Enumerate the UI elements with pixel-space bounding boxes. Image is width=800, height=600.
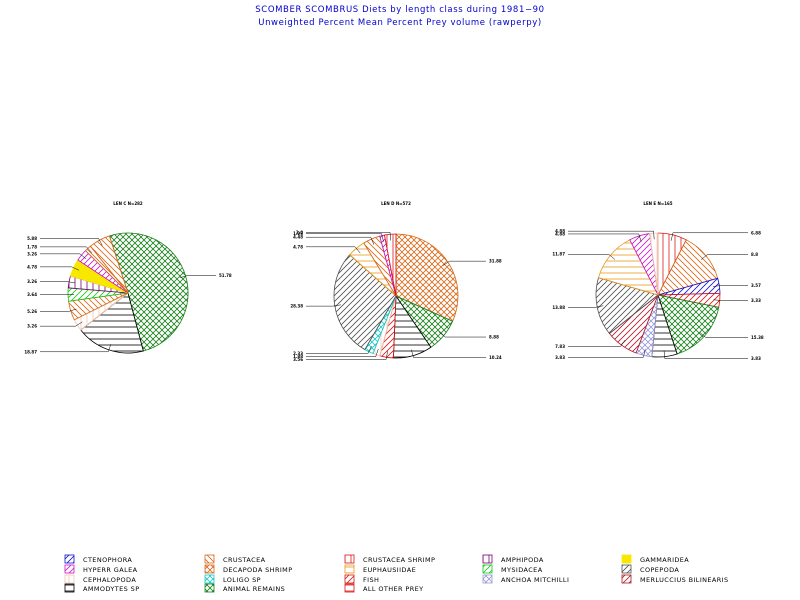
legend-label: CRUSTACEA [223,556,266,564]
slice-value-label: 15.38 [751,335,764,340]
legend-label: CTENOPHORA [83,556,132,564]
legend-item-cephalopoda: CEPHALOPODA [65,575,136,584]
slice-value-label: 8.8 [751,252,758,257]
legend-label: ALL OTHER PREY [363,585,424,593]
legend-swatch [345,555,354,563]
slice-value-label: 2.33 [293,351,303,356]
slice-value-label: 3.57 [751,283,761,288]
legend-item-ammodytes: AMMODYTES SP [65,584,140,593]
pie-title: LEN D N=572 [381,201,411,206]
pie-1: LEN C N=282 51.78 18.87 3.26 5.26 3.64 3.26 4.7… [24,201,232,354]
slice-value-label: 5.88 [27,236,37,241]
slice-value-label: 3.0 [296,230,303,235]
slice-value-label: 13.88 [552,305,565,310]
legend-label: AMMODYTES SP [83,585,140,593]
legend-item-decapoda: DECAPODA SHRIMP [205,565,293,574]
legend-item-crust_shrimp: CRUSTACEA SHRIMP [345,555,435,564]
legend-item-loligo: LOLIGO SP [205,575,261,584]
legend-label: AMPHIPODA [501,556,544,564]
legend-label: COPEPODA [640,566,679,574]
slice-value-label: 7.83 [555,344,565,349]
legend-item-anchoa: ANCHOA MITCHILLI [483,575,569,584]
slice-value-label: 8.88 [489,335,499,340]
slice-value-label: 3.83 [555,355,565,360]
legend-item-euphausiidae: EUPHAUSIIDAE [345,565,416,574]
legend-swatch [65,575,74,583]
legend-swatch [622,565,631,573]
legend-label: LOLIGO SP [223,576,261,584]
slice-value-label: 3.33 [751,298,761,303]
slice-value-label: 11.87 [552,252,565,257]
legend-item-animal_remains: ANIMAL REMAINS [205,584,285,593]
legend-item-all_other: ALL OTHER PREY [345,584,424,593]
slice-value-label: 3.26 [27,324,37,329]
legend-item-amphipoda: AMPHIPODA [483,555,544,564]
slice-value-label: 3.64 [27,292,37,297]
legend-swatch [65,555,74,563]
legend-swatch [622,575,631,583]
pie-title: LEN E N=165 [643,201,672,206]
slice-value-label: 3.26 [27,251,37,256]
legend-label: MYSIDACEA [501,566,543,574]
legend-label: GAMMARIDEA [640,556,689,564]
pie-2: LEN D N=57231.888.8810.243.561.882.3328.… [290,201,502,362]
legend-label: MERLUCCIUS BILINEARIS [640,576,729,584]
legend-label: ANCHOA MITCHILLI [501,576,569,584]
legend-item-merluccius: MERLUCCIUS BILINEARIS [622,575,729,584]
slice-value-label: 4.88 [555,229,565,234]
legend-swatch [205,575,214,583]
legend-label: HYPERR GALEA [83,566,138,574]
legend-item-gammaridea: GAMMARIDEA [622,555,689,564]
slice-value-label: 51.78 [219,273,232,278]
legend-item-copepoda: COPEPODA [622,565,679,574]
slice-value-label: 18.87 [24,349,37,354]
legend-swatch [483,575,492,583]
legend-swatch [622,555,631,563]
legend-swatch [205,584,214,592]
legend-swatch [483,565,492,573]
legend-label: CEPHALOPODA [83,576,136,584]
legend-label: EUPHAUSIIDAE [363,566,416,574]
slice-value-label: 6.88 [751,230,761,235]
slice-value-label: 1.78 [27,244,37,249]
slice-value-label: 28.38 [290,304,303,309]
legend-item-hyperiidea: HYPERR GALEA [65,565,138,574]
legend-swatch [65,565,74,573]
slice-value-label: 3.83 [751,356,761,361]
slice-value-label: 4.78 [293,244,303,249]
legend-swatch [483,555,492,563]
legend-swatch [345,575,354,583]
pie-title: LEN C N=282 [113,201,143,206]
slice-value-label: 31.88 [489,259,502,264]
slice-value-label: 5.26 [27,309,37,314]
chart-subtitle: Unweighted Percent Mean Percent Prey vol… [258,18,542,28]
legend-item-ctenophora: CTENOPHORA [65,555,132,564]
legend-label: ANIMAL REMAINS [223,585,285,593]
legend-item-mysidacea: MYSIDACEA [483,565,543,574]
legend-item-fish: FISH [345,575,379,584]
slice-value-label: 10.24 [489,355,502,360]
legend-item-crustacea: CRUSTACEA [205,555,266,564]
legend-swatch [65,584,74,592]
legend-swatch [345,565,354,573]
pie-3: LEN E N=165 6.88 8.8 3.57 3.33 15.38 3.83 3.83 7… [552,201,764,361]
legend-label: DECAPODA SHRIMP [223,566,293,574]
legend-label: FISH [363,576,379,584]
chart-title: SCOMBER SCOMBRUS Diets by length class d… [255,5,544,15]
pie-charts: LEN C N=282 51.78 18.87 3.26 5.26 3.64 3.26 4.7… [24,201,764,362]
legend-swatch [345,584,354,592]
legend-swatch [205,555,214,563]
slice-value-label: 4.78 [27,264,37,269]
legend-label: CRUSTACEA SHRIMP [363,556,435,564]
legend-swatch [205,565,214,573]
legend: CTENOPHORA HYPERR GALEA CEPHALOPODAAMMODYT… [65,555,729,593]
slice-value-label: 3.26 [27,279,37,284]
